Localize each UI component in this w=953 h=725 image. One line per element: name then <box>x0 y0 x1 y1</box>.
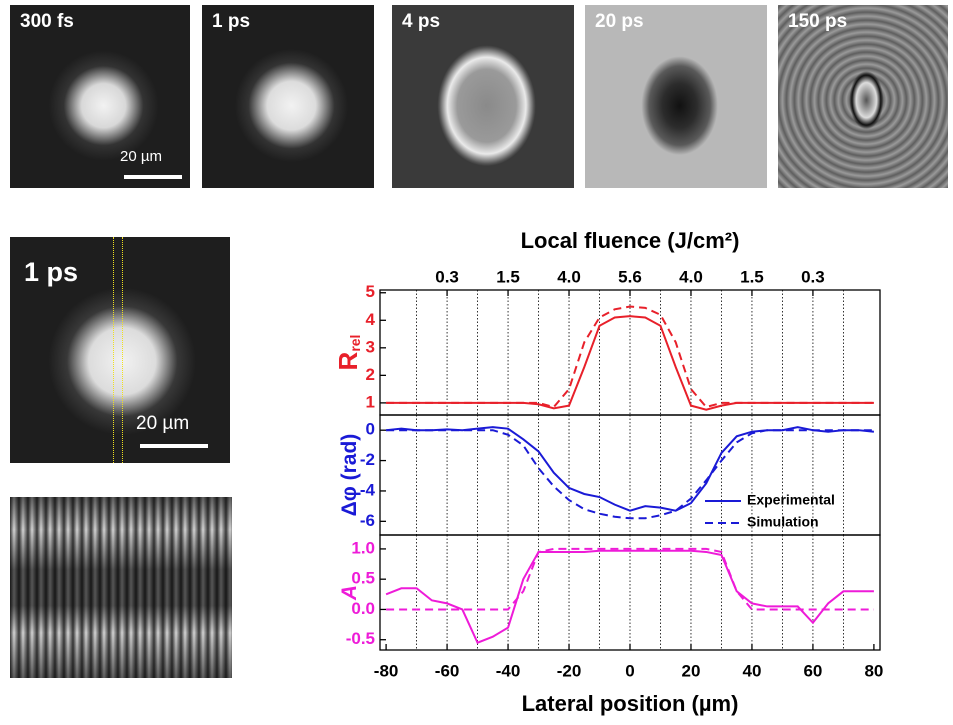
x2-tick-label: 4.0 <box>557 267 581 286</box>
y-tick-label: 1.0 <box>351 538 375 557</box>
y-tick-label: -2 <box>360 450 375 469</box>
page: 300 fs 20 µm 1 ps 4 ps 20 ps 150 ps 1 ps… <box>0 0 953 725</box>
x2-tick-label: 0.3 <box>801 267 825 286</box>
y-tick-label: 0.5 <box>351 569 375 588</box>
x2-tick-label: 1.5 <box>740 267 764 286</box>
x-tick-label: 80 <box>864 661 883 680</box>
y-tick-label: 4 <box>366 310 376 329</box>
y-axis-title-main: Δφ (rad) <box>338 434 361 517</box>
x2-tick-label: 4.0 <box>679 267 703 286</box>
x-tick-label: 40 <box>742 661 761 680</box>
x-tick-label: -60 <box>435 661 460 680</box>
series-line <box>386 549 874 610</box>
y-tick-label: 0 <box>366 420 375 439</box>
y-tick-label: -4 <box>360 480 376 499</box>
y-tick-label: -6 <box>360 511 375 530</box>
chart: Local fluence (J/cm²) Lateral position (… <box>0 0 953 725</box>
x-tick-label: -20 <box>557 661 582 680</box>
legend-label: Experimental <box>747 492 835 508</box>
x2-tick-label: 0.3 <box>435 267 459 286</box>
y-axis-title-main: A <box>338 585 361 601</box>
y-axis-title-sub: rel <box>347 335 363 352</box>
x-axis-title: Lateral position (µm) <box>522 691 739 716</box>
y-axis-title-main: R <box>333 351 363 370</box>
x-tick-label: -80 <box>374 661 399 680</box>
x2-axis-title: Local fluence (J/cm²) <box>521 228 740 253</box>
y-tick-label: 3 <box>366 337 375 356</box>
y-tick-label: -0.5 <box>346 629 375 648</box>
y-axis-title: Δφ (rad) <box>338 434 361 517</box>
legend-label: Simulation <box>747 514 819 530</box>
x2-tick-label: 5.6 <box>618 267 642 286</box>
y-tick-label: 0.0 <box>351 599 375 618</box>
y-axis-title: A <box>338 585 361 601</box>
y-axis-title: Rrel <box>333 335 363 371</box>
x2-tick-label: 1.5 <box>496 267 520 286</box>
y-tick-label: 2 <box>366 365 375 384</box>
x-tick-label: 60 <box>803 661 822 680</box>
x-tick-label: -40 <box>496 661 521 680</box>
x-tick-label: 0 <box>625 661 634 680</box>
y-tick-label: 1 <box>366 392 375 411</box>
series-line <box>386 551 874 643</box>
y-tick-label: 5 <box>366 282 375 301</box>
x-tick-label: 20 <box>682 661 701 680</box>
